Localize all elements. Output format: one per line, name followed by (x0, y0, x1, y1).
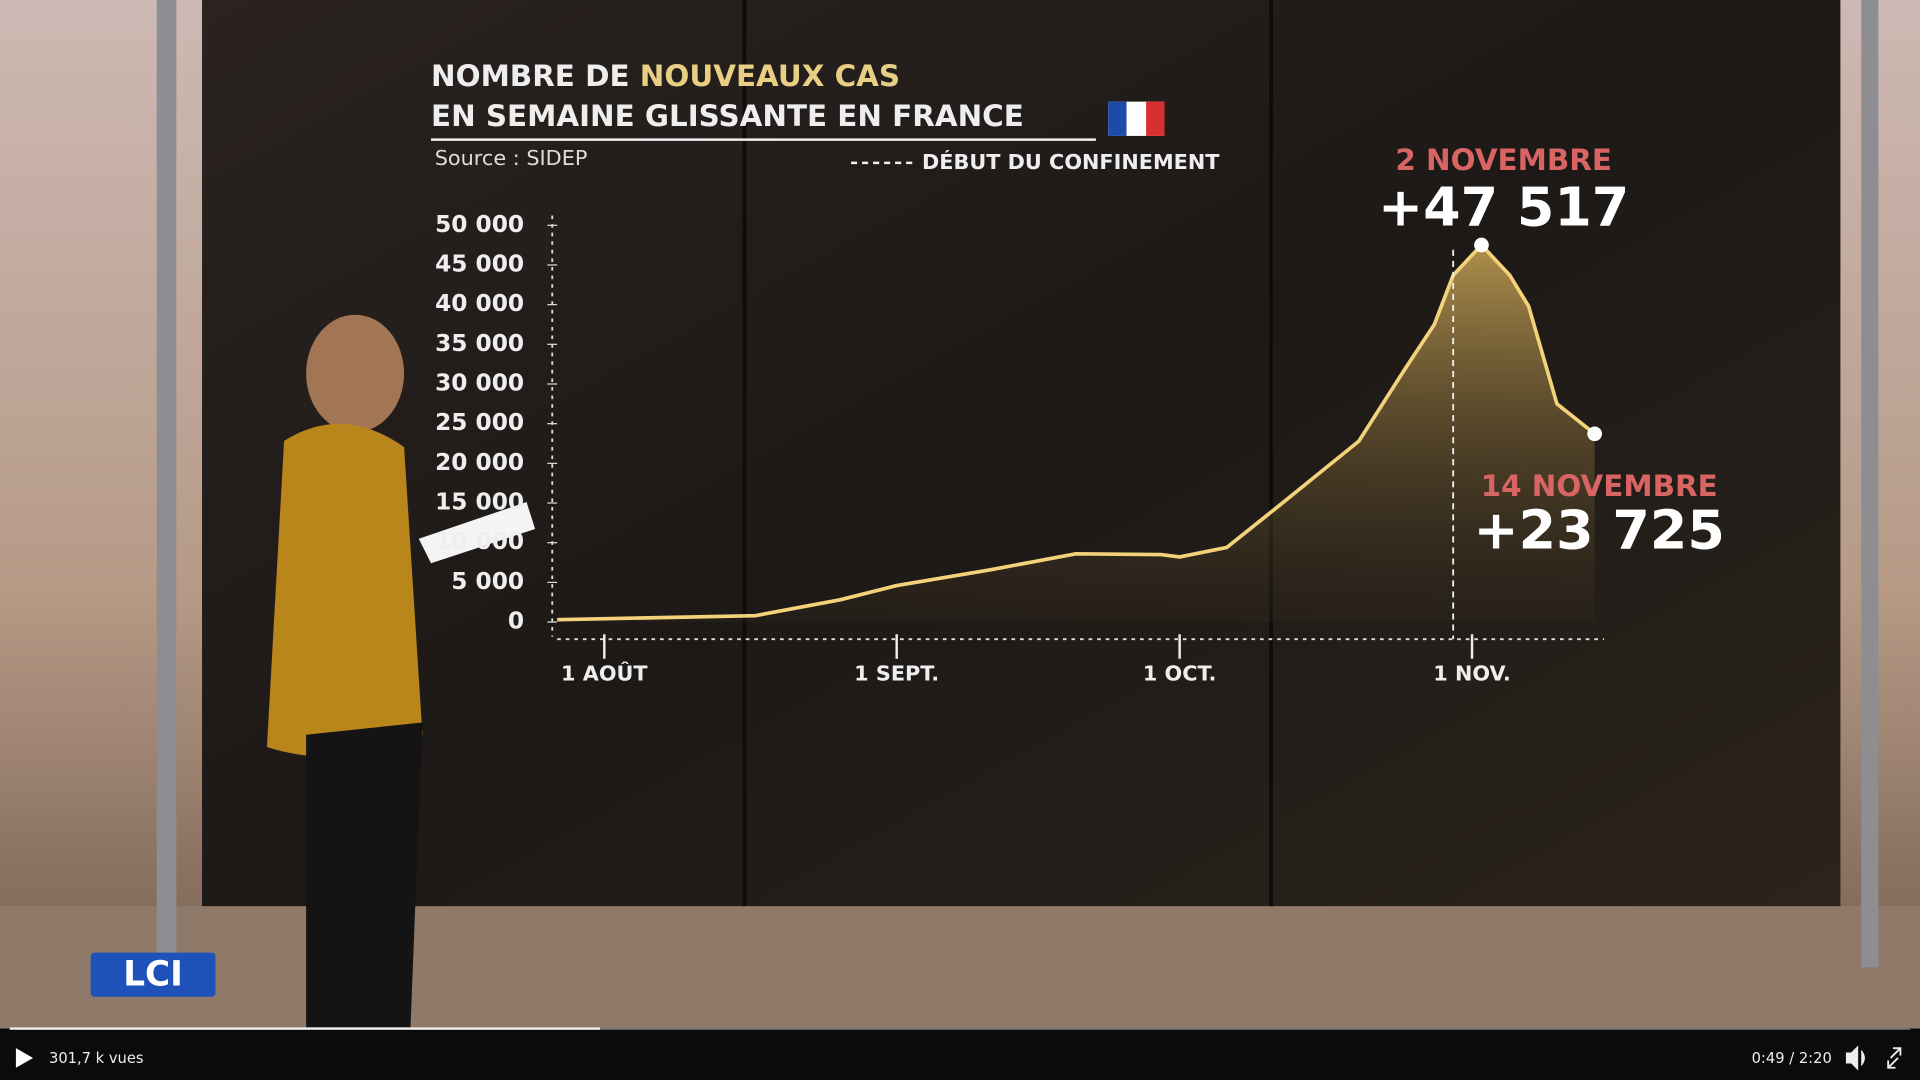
view-count: 301,7 k vues (49, 1050, 144, 1067)
y-tick-label: 35 000 (435, 330, 524, 357)
time-display: 0:49 / 2:20 (1752, 1050, 1832, 1067)
area (557, 245, 1595, 623)
legend-label: DÉBUT DU CONFINEMENT (922, 149, 1220, 174)
x-tick-label: 1 OCT. (1143, 662, 1217, 686)
play-button[interactable] (15, 1048, 34, 1068)
title-highlight: NOUVEAUX CAS (640, 59, 900, 93)
x-tick-label: 1 NOV. (1433, 662, 1511, 686)
channel-logo-text: LCI (123, 954, 183, 994)
x-tick-label: 1 SEPT. (854, 662, 939, 686)
y-tick-label: 25 000 (435, 409, 524, 436)
y-tick-label: 40 000 (435, 290, 524, 317)
presenter (266, 314, 536, 1035)
volume-button[interactable] (1845, 1045, 1865, 1071)
annotation-value: +47 517 (1378, 175, 1629, 238)
y-tick-label: 45 000 (435, 250, 524, 277)
x-tick-label: 1 AOÛT (561, 661, 648, 686)
pillar (156, 0, 177, 968)
city-view (0, 906, 1920, 1029)
player-bar (0, 1028, 1920, 1080)
channel-logo (90, 952, 216, 997)
flag-red (1146, 101, 1165, 136)
line (557, 243, 1596, 622)
point (1587, 426, 1602, 442)
y-tick-label: 50 000 (435, 211, 524, 238)
source: Source : SIDEP (435, 146, 588, 170)
y-tick-label: 15 000 (435, 489, 524, 516)
presenter-trousers (306, 722, 423, 1035)
annotation-date: 2 NOVEMBRE (1395, 143, 1612, 177)
presenter-head (306, 314, 405, 433)
chart-title-line2: EN SEMAINE GLISSANTE EN FRANCE (431, 99, 1024, 133)
pillar (1861, 0, 1879, 968)
y-tick-label: 10 000 (435, 528, 524, 555)
y-tick-label: 20 000 (435, 449, 524, 476)
presenter-papers (418, 502, 536, 564)
presenter-blouse (266, 423, 423, 757)
y-tick-label: 0 (508, 608, 524, 635)
y-tick-label: 5 000 (451, 568, 524, 595)
title-prefix: NOMBRE DE (431, 59, 630, 93)
annotation-value: +23 725 (1474, 499, 1725, 562)
chart-title: NOMBRE DE NOUVEAUX CAS (431, 59, 900, 93)
annotation-date: 14 NOVEMBRE (1481, 469, 1718, 503)
point (1474, 237, 1489, 253)
y-tick-label: 30 000 (435, 370, 524, 397)
fullscreen-exit-button[interactable] (1887, 1047, 1902, 1069)
flag-blue (1108, 101, 1127, 136)
